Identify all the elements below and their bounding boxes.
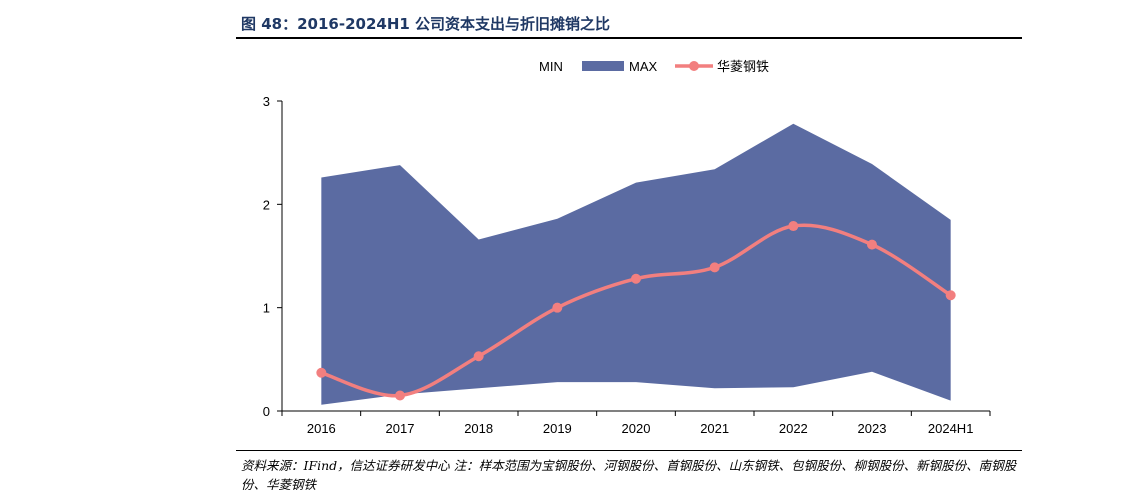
- y-tick-label: 2: [263, 197, 270, 212]
- legend-marker-hualing: [689, 61, 699, 71]
- range-band-max: [321, 123, 951, 405]
- x-tick-label: 2019: [543, 421, 572, 436]
- legend-label-min: MIN: [539, 59, 563, 74]
- x-tick-label: 2022: [779, 421, 808, 436]
- title-rule: [236, 37, 1022, 39]
- legend-label-max: MAX: [629, 59, 658, 74]
- data-point-hualing: [473, 351, 484, 362]
- y-tick-label: 0: [263, 404, 270, 419]
- legend-swatch-max: [582, 61, 624, 71]
- x-tick-label: 2018: [464, 421, 493, 436]
- data-point-hualing: [709, 262, 720, 273]
- x-tick-label: 2023: [858, 421, 887, 436]
- data-point-hualing: [788, 221, 799, 232]
- footnote-rule: [236, 450, 1022, 451]
- data-point-hualing: [552, 302, 563, 313]
- y-tick-label: 3: [263, 94, 270, 109]
- data-point-hualing: [316, 367, 327, 378]
- source-footnote: 资料来源：IFind，信达证券研发中心 注：样本范围为宝钢股份、河钢股份、首钢股…: [241, 458, 1017, 492]
- data-point-hualing: [631, 273, 641, 284]
- y-tick-label: 1: [263, 301, 270, 316]
- x-tick-label: 2016: [307, 421, 336, 436]
- x-tick-label: 2020: [622, 421, 651, 436]
- x-tick-label: 2021: [700, 421, 729, 436]
- data-point-hualing: [867, 239, 877, 250]
- x-tick-label: 2017: [386, 421, 415, 436]
- x-tick-label: 2024H1: [928, 421, 974, 436]
- legend-label-hualing: 华菱钢铁: [717, 59, 769, 74]
- data-point-hualing: [395, 390, 405, 401]
- chart-title: 图 48：2016-2024H1 公司资本支出与折旧摊销之比: [241, 15, 611, 33]
- data-point-hualing: [945, 290, 956, 301]
